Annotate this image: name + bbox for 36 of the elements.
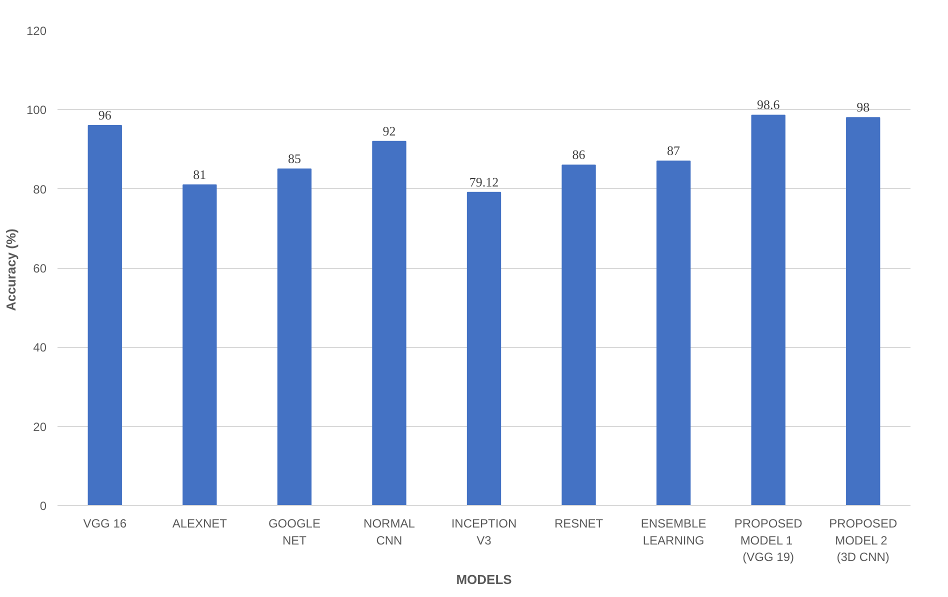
bar bbox=[372, 140, 406, 506]
x-tick-label: NORMAL CNN bbox=[364, 516, 416, 548]
data-label: 85 bbox=[288, 151, 301, 166]
bar bbox=[466, 192, 502, 506]
data-label: 98.6 bbox=[756, 97, 780, 112]
x-tick-label: PROPOSED MODEL 1 (VGG 19) bbox=[734, 516, 803, 564]
y-tick-label: 120 bbox=[26, 24, 47, 38]
x-tick-label: GOOGLE NET bbox=[268, 516, 320, 548]
data-label: 81 bbox=[193, 166, 206, 182]
bar bbox=[88, 125, 122, 506]
y-tick-label: 60 bbox=[33, 262, 47, 276]
data-label: 79.12 bbox=[469, 174, 499, 190]
y-tick-label: 80 bbox=[33, 182, 47, 196]
x-tick-label: PROPOSED MODEL 2 (3D CNN) bbox=[829, 516, 898, 564]
data-label: 98 bbox=[856, 100, 870, 115]
data-label: 86 bbox=[572, 147, 586, 162]
x-tick-label: RESNET bbox=[554, 516, 604, 530]
x-tick-label: INCEPTION V3 bbox=[451, 516, 517, 548]
bar bbox=[562, 164, 596, 506]
y-axis-title: Accuracy (%) bbox=[3, 228, 18, 311]
bar bbox=[182, 184, 217, 506]
bar bbox=[751, 114, 786, 506]
y-tick-label: 100 bbox=[26, 103, 47, 118]
x-axis-title: MODELS bbox=[456, 572, 512, 588]
data-label: 87 bbox=[667, 143, 681, 158]
x-tick-label: VGG 16 bbox=[83, 516, 127, 530]
y-tick-label: 0 bbox=[40, 499, 47, 513]
bar bbox=[846, 117, 880, 506]
data-label: 92 bbox=[382, 123, 396, 138]
x-tick-label: ALEXNET bbox=[172, 516, 228, 530]
y-tick-label: 20 bbox=[33, 420, 47, 434]
bar bbox=[656, 160, 691, 506]
x-tick-label: ENSEMBLE LEARNING bbox=[640, 516, 706, 548]
y-tick-label: 40 bbox=[33, 340, 47, 355]
data-label: 96 bbox=[98, 108, 112, 122]
bar bbox=[277, 168, 312, 506]
